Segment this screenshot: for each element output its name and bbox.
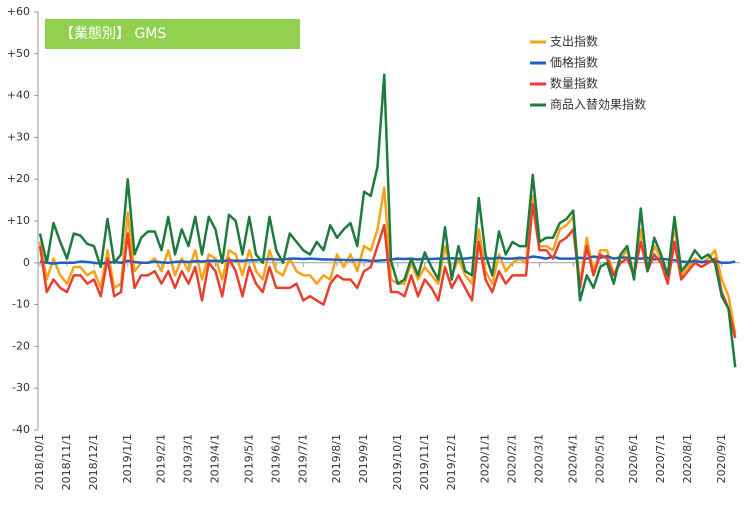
x-tick-label: 2020/2/1 [506,434,519,483]
x-tick-label: 2020/4/1 [566,434,579,483]
x-tick-label: 2019/6/1 [269,434,282,483]
x-tick-label: 2018/10/1 [33,434,46,490]
legend-label: 価格指数 [550,55,598,70]
x-tick-label: 2018/12/1 [87,434,100,490]
y-tick-label: +20 [7,172,30,185]
y-tick-label: -40 [12,423,30,436]
y-tick-label: -20 [12,339,30,352]
x-tick-label: 2020/8/1 [681,434,694,483]
x-tick-label: 2020/7/1 [654,434,667,483]
x-tick-label: 2019/4/1 [209,434,222,483]
x-tick-label: 2020/9/1 [715,434,728,483]
x-tick-label: 2020/6/1 [627,434,640,483]
legend-label: 商品入替効果指数 [550,97,646,112]
x-tick-label: 2019/8/1 [330,434,343,483]
y-tick-label: +50 [7,47,30,60]
x-tick-label: 2020/3/1 [533,434,546,483]
legend-label: 数量指数 [550,76,598,91]
x-tick-label: 2019/12/1 [445,434,458,490]
x-tick-label: 2019/5/1 [242,434,255,483]
x-tick-label: 2019/1/1 [121,434,134,483]
series-line [38,203,737,339]
x-tick-label: 2018/11/1 [60,434,73,490]
title-box [45,19,300,49]
y-tick-label: +10 [7,214,30,227]
x-tick-label: 2020/5/1 [593,434,606,483]
chart-title: 【業態別】 GMS [60,26,166,42]
x-tick-label: 2020/1/1 [479,434,492,483]
y-tick-label: -30 [12,381,30,394]
x-tick-label: 2019/2/1 [155,434,168,483]
series-line [38,73,737,368]
y-tick-label: 0 [23,256,30,269]
x-tick-label: 2019/7/1 [296,434,309,483]
y-tick-label: +60 [7,5,30,18]
x-tick-label: 2019/10/1 [391,434,404,490]
x-tick-label: 2019/11/1 [418,434,431,490]
y-tick-label: -10 [12,298,30,311]
y-tick-label: +40 [7,89,30,102]
x-tick-label: 2019/3/1 [182,434,195,483]
y-tick-label: +30 [7,130,30,143]
x-tick-label: 2019/9/1 [357,434,370,483]
legend-label: 支出指数 [550,34,598,49]
